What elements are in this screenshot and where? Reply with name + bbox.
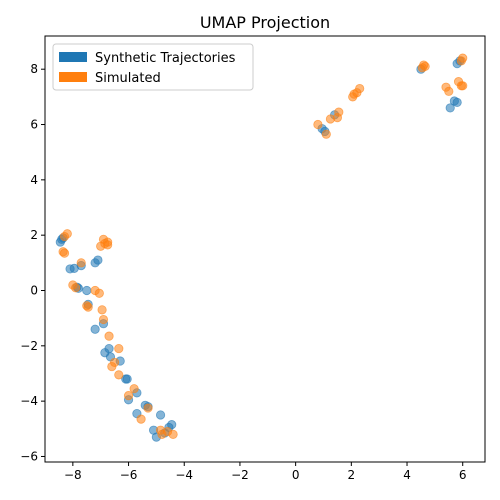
simulated-point: [458, 81, 468, 91]
simulated-point: [143, 403, 153, 413]
simulated-point: [110, 357, 120, 368]
synthetic-point: [122, 374, 132, 384]
simulated-point: [355, 83, 365, 94]
simulated-point: [313, 119, 323, 130]
simulated-point: [321, 129, 331, 139]
x-tick-label: −4: [175, 468, 193, 482]
chart-title: UMAP Projection: [200, 13, 330, 32]
y-tick-label: −2: [20, 339, 38, 353]
simulated-point: [97, 305, 107, 315]
synthetic-point: [167, 420, 177, 430]
simulated-point: [444, 86, 454, 96]
simulated-point: [417, 63, 427, 73]
y-tick-label: 6: [30, 118, 38, 132]
legend-swatch-synthetic: [59, 52, 87, 62]
simulated-point: [94, 288, 104, 298]
simulated-point: [129, 384, 139, 394]
x-tick-label: 0: [292, 468, 300, 482]
simulated-point: [59, 248, 70, 258]
y-tick-label: 0: [30, 283, 38, 297]
synthetic-point: [104, 343, 114, 354]
legend-box: [52, 43, 254, 91]
simulated-point: [334, 107, 344, 117]
simulated-point: [104, 331, 114, 341]
x-tick-label: 6: [459, 468, 467, 482]
legend: Synthetic Trajectories Simulated: [52, 43, 254, 91]
x-tick-label: −2: [231, 468, 249, 482]
x-tick-label: 2: [348, 468, 356, 482]
synthetic-point: [445, 103, 455, 113]
y-tick-label: −6: [20, 449, 38, 463]
simulated-point: [83, 302, 93, 312]
simulated-point: [71, 283, 81, 293]
y-tick-label: −4: [20, 394, 38, 408]
axis-ticks: −8 −6 −4 −2 0 2 4 6 −6 −4 −2 0 2 4 6 8: [20, 62, 466, 482]
x-tick-label: −8: [64, 468, 82, 482]
synthetic-point: [93, 255, 103, 265]
legend-label-synthetic: Synthetic Trajectories: [95, 51, 236, 66]
simulated-point: [168, 429, 178, 439]
x-tick-label: 4: [403, 468, 411, 482]
synthetic-point: [82, 285, 92, 296]
simulated-point: [98, 314, 109, 325]
simulated-point: [114, 343, 124, 354]
simulated-point: [103, 237, 113, 247]
simulated-point: [136, 414, 146, 424]
synthetic-point: [90, 324, 100, 334]
simulated-point: [62, 229, 72, 239]
scatter-points: [55, 53, 468, 442]
legend-label-simulated: Simulated: [95, 71, 161, 86]
simulated-point: [114, 370, 124, 380]
synthetic-point: [155, 410, 166, 420]
y-tick-label: 4: [30, 173, 38, 187]
simulated-point: [76, 258, 86, 268]
y-tick-label: 2: [30, 228, 38, 242]
x-tick-label: −6: [120, 468, 138, 482]
simulated-point: [458, 53, 468, 63]
legend-swatch-simulated: [59, 72, 87, 82]
synthetic-point: [452, 97, 462, 107]
axes-frame: [44, 35, 486, 463]
y-tick-label: 8: [30, 62, 38, 76]
simulated-point: [123, 391, 134, 401]
